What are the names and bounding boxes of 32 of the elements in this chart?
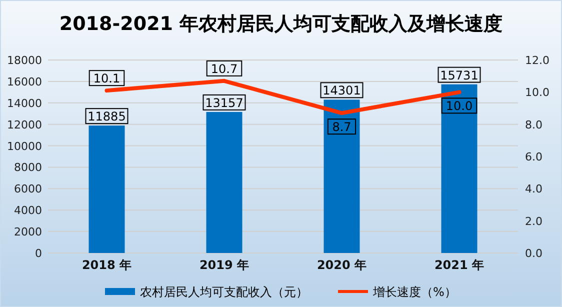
y2-tick-label: 10.0 bbox=[525, 86, 550, 100]
data-label: 10.0 bbox=[446, 99, 473, 114]
y-tick-label: 6000 bbox=[14, 182, 42, 196]
y-tick-label: 16000 bbox=[7, 75, 42, 88]
y-tick-label: 14000 bbox=[7, 96, 42, 110]
data-label: 14301 bbox=[322, 84, 361, 98]
x-tick-label: 2019 年 bbox=[199, 258, 250, 272]
y2-tick-label: 2.0 bbox=[525, 214, 542, 228]
data-label: 15731 bbox=[440, 68, 478, 82]
y2-tick-label: 6.0 bbox=[525, 150, 542, 164]
y2-tick-label: 8.0 bbox=[525, 118, 542, 132]
x-tick-label: 2020 年 bbox=[316, 258, 367, 272]
y-tick-label: 0 bbox=[35, 247, 42, 260]
data-label: 10.1 bbox=[93, 72, 120, 86]
data-label: 8.7 bbox=[332, 120, 352, 134]
data-label: 11885 bbox=[88, 110, 126, 124]
legend-label: 农村居民人均可支配收入（元） bbox=[140, 285, 308, 299]
y2-tick-label: 0.0 bbox=[525, 247, 542, 260]
legend-label: 增长速度（%） bbox=[372, 285, 456, 299]
y-tick-label: 8000 bbox=[14, 161, 42, 174]
y2-tick-label: 12.0 bbox=[525, 54, 550, 67]
y-tick-label: 18000 bbox=[7, 54, 42, 67]
y-tick-label: 4000 bbox=[14, 204, 42, 218]
x-tick-label: 2021 年 bbox=[434, 258, 484, 272]
y-tick-label: 10000 bbox=[7, 140, 42, 153]
y2-tick-label: 4.0 bbox=[525, 182, 542, 196]
y-tick-label: 12000 bbox=[7, 118, 42, 132]
data-label: 10.7 bbox=[210, 62, 238, 76]
x-tick-label: 2018 年 bbox=[82, 258, 132, 272]
data-label: 13157 bbox=[205, 96, 244, 110]
chart-title: 2018-2021 年农村居民人均可支配收入及增长速度 bbox=[59, 13, 503, 35]
y-tick-label: 2000 bbox=[14, 226, 42, 239]
